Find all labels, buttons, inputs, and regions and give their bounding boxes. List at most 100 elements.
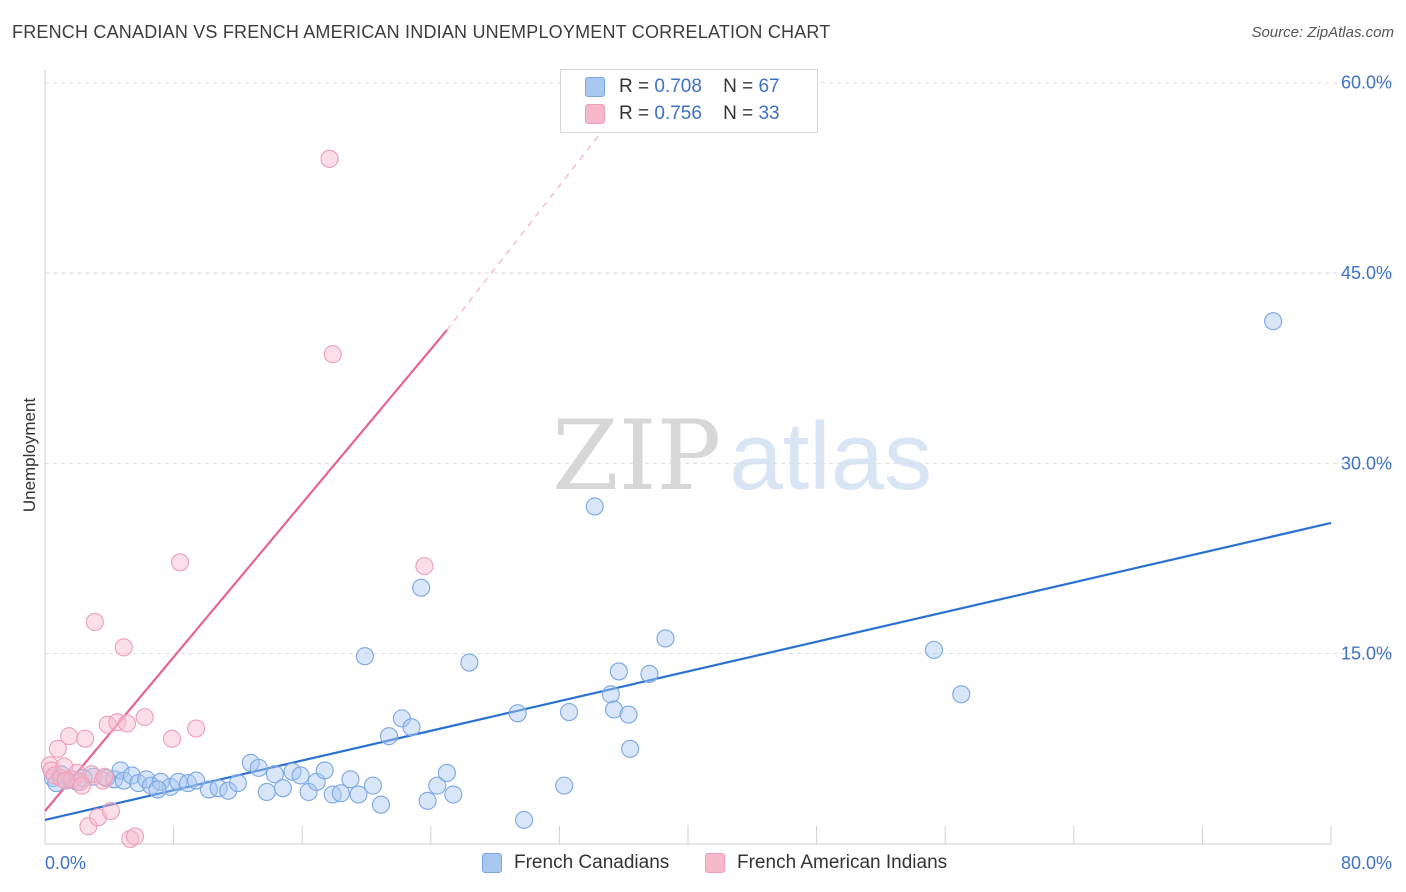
- r-value: 0.708: [654, 76, 702, 97]
- data-point: [219, 781, 238, 800]
- data-point: [609, 662, 628, 681]
- data-point: [48, 739, 67, 758]
- data-point: [437, 763, 456, 782]
- data-point: [415, 557, 434, 576]
- y-tick-label: 15.0%: [1341, 644, 1392, 664]
- data-point: [170, 553, 190, 572]
- legend-item-french-canadians: French Canadians: [482, 852, 669, 874]
- data-point: [111, 761, 130, 780]
- data-point: [315, 761, 334, 780]
- data-point: [379, 727, 399, 746]
- chart-title: FRENCH CANADIAN VS FRENCH AMERICAN INDIA…: [12, 22, 831, 42]
- data-point: [619, 705, 638, 724]
- trend-line-extension: [446, 82, 641, 331]
- data-point: [585, 497, 604, 516]
- data-point: [341, 770, 360, 789]
- source-label: Source: ZipAtlas.com: [1251, 24, 1394, 41]
- legend-row-french-american-indians: R = 0.756 N = 33: [585, 102, 780, 126]
- data-point: [85, 612, 104, 632]
- y-tick-label: 45.0%: [1341, 263, 1392, 283]
- legend-item-french-american-indians: French American Indians: [705, 852, 947, 874]
- data-point: [187, 719, 206, 738]
- data-point: [101, 801, 120, 821]
- trend-layer: [44, 82, 1332, 821]
- legend-row-french-canadians: R = 0.708 N = 67: [585, 75, 780, 99]
- data-point: [331, 784, 350, 803]
- data-point: [559, 702, 579, 722]
- data-point: [952, 685, 971, 704]
- data-point: [460, 653, 479, 672]
- legend-label: French American Indians: [737, 852, 948, 873]
- x-tick-label: 80.0%: [1341, 853, 1392, 873]
- data-point: [60, 727, 79, 746]
- data-point: [199, 780, 219, 799]
- correlation-legend: R = 0.708 N = 67 R = 0.756 N = 33: [560, 69, 818, 133]
- n-value: 33: [758, 103, 780, 124]
- y-tick-label: 60.0%: [1341, 73, 1392, 93]
- data-point: [56, 771, 75, 790]
- data-point: [508, 704, 527, 723]
- data-point: [402, 718, 421, 737]
- data-point: [76, 729, 95, 748]
- data-point: [72, 776, 92, 795]
- legend-swatch-pink: [585, 104, 605, 124]
- data-point: [117, 714, 137, 733]
- watermark-atlas: atlas: [729, 403, 932, 510]
- data-point: [291, 766, 310, 785]
- legend-swatch-blue: [482, 853, 502, 873]
- watermark-zip: ZIP: [552, 400, 722, 512]
- points-layer: [40, 149, 1283, 848]
- r-label: R =: [619, 76, 650, 97]
- data-point: [273, 779, 292, 798]
- legend-swatch-blue: [585, 77, 605, 97]
- data-point: [418, 791, 437, 810]
- n-label: N =: [723, 103, 754, 124]
- data-point: [228, 774, 247, 793]
- legend-stats-french-american-indians: R = 0.756 N = 33: [619, 103, 780, 125]
- data-point: [605, 700, 624, 719]
- data-point: [125, 827, 145, 846]
- data-point: [265, 765, 284, 784]
- y-tick-label: 30.0%: [1341, 453, 1392, 473]
- legend-label: French Canadians: [514, 852, 670, 873]
- data-point: [924, 640, 943, 659]
- data-point: [162, 729, 182, 748]
- data-point: [135, 708, 154, 727]
- zipatlas-watermark: ZIPatlas: [552, 400, 932, 512]
- data-point: [257, 782, 276, 802]
- series-legend: French Canadians French American Indians: [0, 852, 1406, 876]
- data-point: [656, 629, 675, 648]
- n-value: 67: [758, 76, 780, 97]
- n-label: N =: [723, 76, 754, 97]
- data-point: [412, 578, 431, 597]
- legend-stats-french-canadians: R = 0.708 N = 67: [619, 76, 780, 98]
- r-value: 0.756: [654, 103, 702, 124]
- data-point: [349, 785, 368, 804]
- grid-layer: [44, 70, 1392, 845]
- data-point: [320, 149, 339, 168]
- trend-line: [44, 521, 1332, 821]
- data-point: [249, 758, 268, 777]
- data-point: [355, 647, 374, 666]
- x-tick-label: 0.0%: [45, 853, 86, 873]
- data-point: [121, 829, 140, 848]
- data-point: [514, 810, 534, 829]
- tick-label-layer: 15.0% 30.0% 45.0% 60.0% 0.0% 80.0%: [45, 73, 1392, 873]
- data-point: [555, 776, 574, 795]
- data-point: [444, 785, 463, 804]
- trend-line: [44, 329, 448, 812]
- r-label: R =: [619, 103, 650, 124]
- data-point: [114, 638, 133, 657]
- data-point: [108, 713, 127, 732]
- data-point: [428, 776, 447, 795]
- data-point: [640, 664, 659, 684]
- legend-swatch-pink: [705, 853, 725, 873]
- data-point: [621, 739, 640, 758]
- data-point: [323, 345, 342, 364]
- data-point: [363, 776, 382, 795]
- data-point: [1264, 312, 1283, 331]
- data-point: [601, 685, 620, 704]
- data-point: [122, 766, 141, 785]
- data-point: [169, 772, 188, 791]
